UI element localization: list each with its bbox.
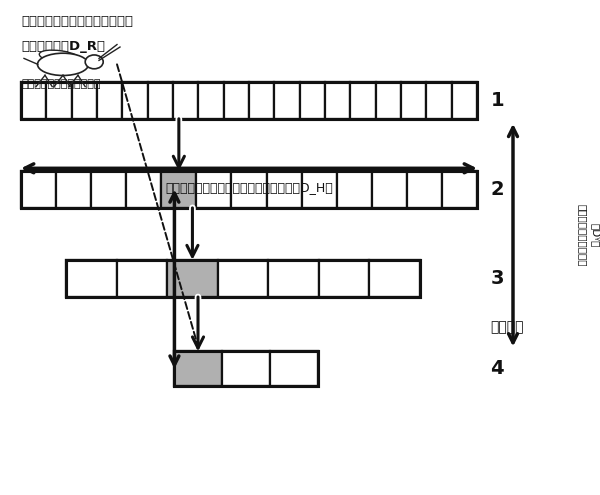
Bar	[97, 82, 122, 119]
Bar	[319, 260, 370, 297]
Bar	[249, 82, 274, 119]
Bar	[270, 351, 318, 386]
Bar	[174, 351, 222, 386]
Bar	[274, 82, 299, 119]
Bar	[442, 171, 477, 208]
Ellipse shape	[85, 55, 103, 69]
Bar	[91, 171, 126, 208]
Bar	[122, 82, 148, 119]
Bar	[372, 171, 407, 208]
Bar	[427, 82, 452, 119]
Bar	[21, 82, 46, 119]
Bar	[222, 351, 270, 386]
Bar	[21, 171, 56, 208]
Text: 1: 1	[490, 91, 504, 110]
Bar	[266, 171, 302, 208]
Bar	[148, 82, 173, 119]
Text: （例：雑食性のカワゲラ）: （例：雑食性のカワゲラ）	[21, 79, 101, 89]
Bar	[452, 82, 477, 119]
Bar	[21, 171, 477, 208]
Bar	[196, 171, 232, 208]
Bar	[56, 171, 91, 208]
Bar	[66, 260, 116, 297]
Bar	[232, 171, 266, 208]
Bar	[376, 82, 401, 119]
Bar	[224, 82, 249, 119]
Bar	[199, 82, 224, 119]
Ellipse shape	[39, 50, 81, 64]
Bar	[21, 82, 477, 119]
Bar	[71, 82, 97, 119]
Bar	[46, 82, 71, 119]
Bar	[370, 260, 420, 297]
Text: 数の多様性（D_R）: 数の多様性（D_R）	[21, 40, 105, 52]
Bar	[302, 171, 337, 208]
Bar	[116, 260, 167, 297]
Text: 3: 3	[491, 269, 504, 288]
Bar	[161, 171, 196, 208]
Bar	[299, 82, 325, 119]
Bar	[268, 260, 319, 297]
Bar	[350, 82, 376, 119]
Bar	[407, 171, 442, 208]
Bar	[66, 260, 420, 297]
Bar	[167, 260, 218, 297]
Bar	[325, 82, 350, 119]
Text: 栄養段階の数の多様性: 栄養段階の数の多様性	[577, 204, 587, 266]
Text: 4: 4	[490, 359, 504, 378]
Text: 各栄養段階における種の多様性の平均（D_H）: 各栄養段階における種の多様性の平均（D_H）	[165, 181, 333, 194]
Bar	[401, 82, 427, 119]
Bar	[337, 171, 372, 208]
Text: 2: 2	[490, 180, 504, 199]
Bar	[218, 260, 268, 297]
Text: 栄養段階: 栄養段階	[490, 320, 524, 334]
Text: （Dᵞ）: （Dᵞ）	[590, 223, 600, 248]
Bar	[126, 171, 161, 208]
Bar	[173, 82, 199, 119]
Ellipse shape	[37, 53, 89, 75]
Text: 一つの種が所属する栄養段階の: 一つの種が所属する栄養段階の	[21, 15, 133, 28]
Bar	[174, 351, 318, 386]
